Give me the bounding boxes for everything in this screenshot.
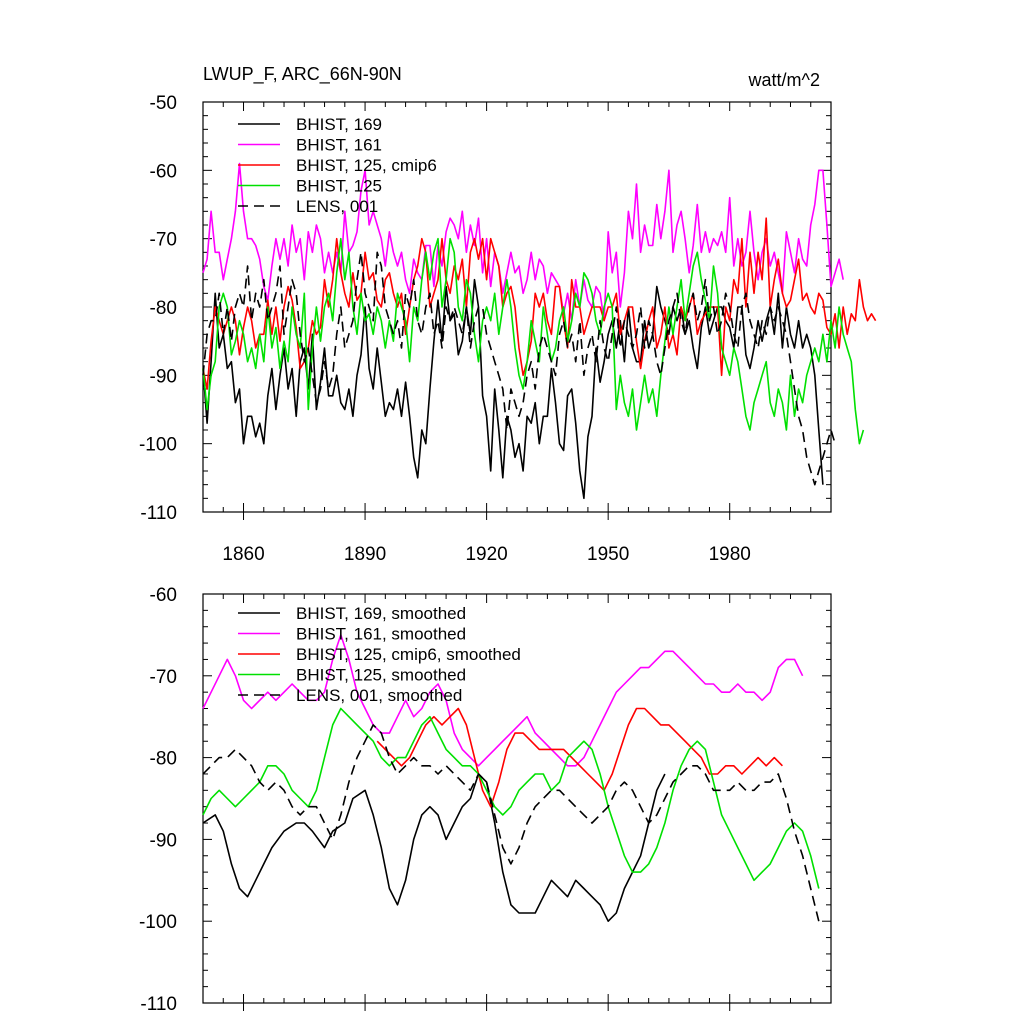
y-tick-label: -90	[150, 830, 177, 851]
series-line-bhist-125	[202, 237, 865, 445]
legend-label: LENS, 001, smoothed	[296, 686, 462, 705]
panel-bottom: -110 -100 -90 -80 -70 -60 BHIST, 169, smoothed…	[139, 585, 832, 1015]
y-tick-label: -80	[150, 749, 177, 770]
legend-label: BHIST, 125	[296, 177, 382, 196]
y-tick-label: -100	[139, 912, 177, 933]
x-tick-label: 1980	[709, 544, 751, 565]
legend-label: BHIST, 125, smoothed	[296, 666, 466, 685]
series-line-bhist-125-cmip6	[202, 217, 877, 390]
legend-label: BHIST, 161, smoothed	[296, 625, 466, 644]
y-tick-label: -60	[150, 585, 177, 606]
legend-label: BHIST, 169, smoothed	[296, 604, 466, 623]
x-tick-label: 1890	[344, 544, 386, 565]
legend-label: BHIST, 169	[296, 115, 382, 134]
legend-label: LENS, 001	[296, 197, 378, 216]
legend-label: BHIST, 125, cmip6	[296, 156, 437, 175]
y-tick-label: -70	[150, 230, 177, 251]
plot-frame	[202, 593, 832, 1004]
y-tick-label: -100	[139, 435, 177, 456]
y-tick-label: -90	[150, 366, 177, 387]
legend-label: BHIST, 125, cmip6, smoothed	[296, 645, 521, 664]
x-tick-label: 1920	[465, 544, 507, 565]
panel-top: LWUP_F, ARC_66N-90N watt/m^2 -110 -100 -90…	[139, 64, 877, 565]
units-label: watt/m^2	[748, 70, 820, 90]
y-tick-label: -70	[150, 667, 177, 688]
y-tick-label: -110	[140, 503, 177, 524]
chart-title: LWUP_F, ARC_66N-90N	[203, 64, 402, 85]
series-line-bhist-169-smoothed	[202, 773, 666, 922]
series-line-lens-001	[202, 251, 836, 486]
y-tick-label: -60	[150, 161, 177, 182]
series-line-bhist-161	[202, 162, 844, 322]
series-line-lens-001-smoothed	[202, 724, 820, 922]
series-line-bhist-161-smoothed	[202, 634, 804, 767]
y-tick-label: -50	[150, 93, 177, 114]
y-tick-label: -110	[140, 994, 177, 1015]
x-tick-label: 1950	[587, 544, 629, 565]
legend-label: BHIST, 161	[296, 136, 382, 155]
series-line-bhist-125-smoothed	[202, 707, 820, 889]
x-tick-label: 1860	[222, 544, 264, 565]
y-tick-label: -80	[150, 298, 177, 319]
series-line-bhist-125-cmip6-smoothed	[376, 707, 783, 808]
